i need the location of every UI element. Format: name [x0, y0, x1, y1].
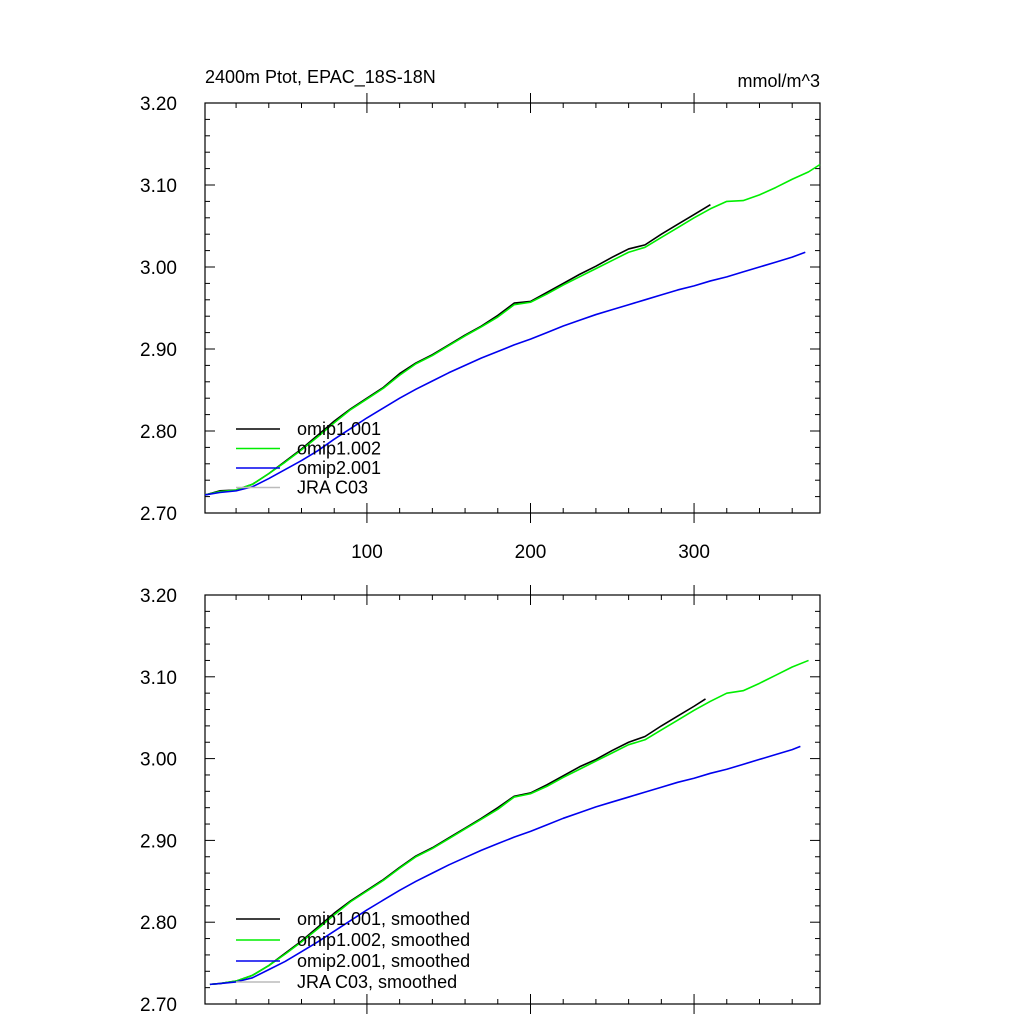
- chart-panel-2-series-3-line: [209, 745, 801, 986]
- chart-panel-2-y-tick-label: 3.20: [140, 586, 177, 607]
- chart-panel-1-legend-label-4: JRA C03: [297, 478, 368, 498]
- chart-panel-1-y-tick-label: 2.90: [140, 340, 177, 361]
- chart-panel-1-y-tick-label: 3.20: [140, 94, 177, 115]
- chart-panel-2-series-2-line: [209, 659, 809, 986]
- chart-panel-1-series-2-line: [204, 163, 821, 496]
- chart-panel-1-frame: [204, 102, 821, 514]
- chart-panel-1-title: 2400m Ptot, EPAC_18S-18N: [205, 67, 436, 88]
- chart-panel-1-y-tick-label: 2.80: [140, 422, 177, 443]
- chart-panel-2-y-tick-label: 2.70: [140, 995, 177, 1016]
- chart-panel-2-legend-label-4: JRA C03, smoothed: [297, 972, 457, 992]
- chart-panel-1-y-tick-label: 3.10: [140, 176, 177, 197]
- chart-panel-1-x-tick-label: 200: [515, 542, 547, 563]
- chart-panel-1-y-tick-label: 2.70: [140, 504, 177, 525]
- chart-panel-2-y-tick-label: 3.10: [140, 668, 177, 689]
- chart-panel-2-y-tick-label: 3.00: [140, 750, 177, 771]
- chart-panel-2-legend-label-1: omip1.001, smoothed: [297, 909, 470, 929]
- chart-panel-1-x-tick-label: 100: [351, 542, 383, 563]
- chart-panel-1-legend-label-1: omip1.001: [297, 419, 381, 439]
- chart-panel-1-series-3-line: [204, 251, 806, 496]
- chart-panel-1-legend-label-3: omip2.001: [297, 458, 381, 478]
- chart-panel-1-series-1-line: [204, 203, 711, 496]
- chart-panel-1-units: mmol/m^3: [738, 71, 820, 91]
- chart-panel-2-y-tick-label: 2.90: [140, 831, 177, 852]
- chart-panel-1-x-tick-label: 300: [678, 542, 710, 563]
- chart-panel-1-legend-label-2: omip1.002: [297, 439, 381, 459]
- chart-panel-2-y-tick-label: 2.80: [140, 913, 177, 934]
- chart-panel-1-y-tick-label: 3.00: [140, 258, 177, 279]
- chart-panel-2-frame: [204, 594, 821, 1005]
- chart-panel-2-legend-label-2: omip1.002, smoothed: [297, 930, 470, 950]
- chart-panel-2-legend-label-3: omip2.001, smoothed: [297, 951, 470, 971]
